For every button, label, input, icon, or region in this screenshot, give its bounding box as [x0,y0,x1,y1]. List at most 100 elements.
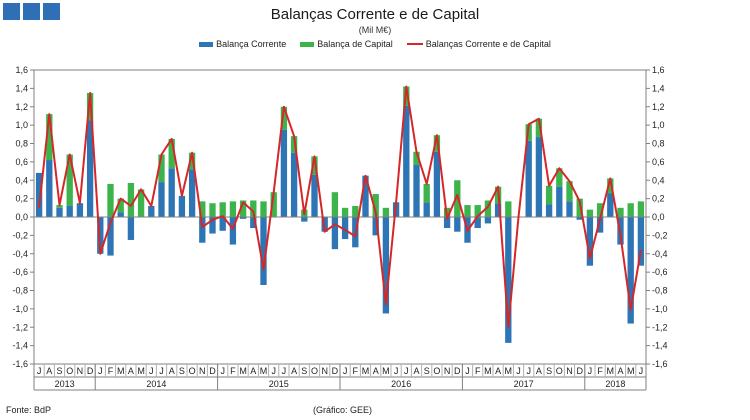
bar-current [35,172,43,217]
bar-capital [484,200,492,217]
x-tick-label: J [343,366,348,376]
bar-capital [219,202,226,217]
bar-current [301,217,308,222]
bar-capital [209,203,216,217]
bar-capital [199,201,206,217]
x-tick-label: M [260,366,268,376]
legend-item-capital: Balança de Capital [300,39,393,49]
bar-capital [627,203,634,217]
x-tick-label: J [271,366,276,376]
bar-capital [545,185,553,205]
y-tick-label-right: -1,4 [652,341,668,351]
x-tick-label: D [576,366,583,376]
bar-current [148,205,155,217]
x-tick-label: J [159,366,164,376]
logo [3,3,60,20]
year-label: 2016 [391,379,411,389]
year-label: 2018 [605,379,625,389]
bar-capital [556,168,563,187]
x-tick-label: J [639,366,644,376]
x-tick-label: S [56,366,62,376]
bar-current [362,175,369,217]
bar-current [260,217,267,285]
bar-current [331,217,339,250]
bar-current [576,217,583,220]
y-tick-label-left: -1,4 [12,341,28,351]
x-tick-label: S [546,366,552,376]
bar-current [403,105,410,217]
bar-current [607,193,614,217]
legend-label-current: Balança Corrente [216,39,287,49]
x-tick-label: M [239,366,247,376]
bar-capital [158,154,165,183]
bar-capital [137,189,145,217]
bar-capital [596,203,604,217]
logo-square-3 [43,3,60,20]
bar-capital [464,205,471,217]
bar-current [454,217,461,232]
bar-current [474,217,481,229]
y-tick-label-right: -1,2 [652,322,668,332]
bar-current [239,217,247,219]
bar-capital [352,205,359,217]
y-tick-label-left: -0,8 [12,286,28,296]
bar-capital [66,154,73,206]
bar-current [117,212,124,217]
y-tick-label-left: 1,6 [15,65,28,75]
year-label: 2013 [55,379,75,389]
y-tick-label-right: 0,6 [652,157,665,167]
bar-current [250,217,257,229]
bar-current [178,195,186,217]
bar-current [566,201,573,217]
x-tick-label: M [607,366,615,376]
bar-current [423,202,430,217]
bar-current [86,120,94,217]
x-tick-label: D [209,366,216,376]
y-tick-label-right: 1,0 [652,120,665,130]
x-tick-label: J [98,366,103,376]
x-tick-label: N [77,366,84,376]
x-tick-label: F [108,366,114,376]
y-tick-label-left: -0,2 [12,230,28,240]
x-tick-label: A [291,366,297,376]
x-tick-label: O [433,366,440,376]
bar-current [341,217,349,240]
bar-current [158,182,165,217]
bar-current [219,217,226,231]
legend-line-combined [406,43,423,45]
x-tick-label: S [301,366,307,376]
source-note: Fonte: BdP [6,405,52,415]
y-tick-label-right: 1,6 [652,65,665,75]
bar-current [188,169,196,217]
bar-current [443,217,451,229]
bar-current [280,129,288,217]
y-tick-label-right: -0,8 [652,286,668,296]
x-tick-label: M [505,366,513,376]
x-tick-label: N [566,366,573,376]
x-tick-label: A [495,366,501,376]
line-combined [38,85,642,329]
bar-capital [382,207,390,217]
x-tick-label: F [230,366,236,376]
logo-square-2 [23,3,40,20]
bar-capital [505,201,512,217]
bar-current [372,217,379,236]
bar-capital [56,205,63,208]
year-label: 2017 [514,379,534,389]
bar-current [545,204,553,217]
bar-capital [413,151,420,165]
x-tick-label: J [37,366,42,376]
bar-current [66,205,73,217]
bar-capital [280,106,288,130]
x-tick-label: O [189,366,196,376]
x-tick-label: A [169,366,175,376]
logo-square-1 [3,3,20,20]
x-tick-label: J [526,366,531,376]
x-tick-label: O [556,366,563,376]
bar-current [311,174,318,217]
y-tick-label-right: 1,2 [652,102,665,112]
x-tick-label: M [362,366,370,376]
x-tick-label: J [588,366,593,376]
y-tick-label-right: -1,0 [652,304,668,314]
bar-capital [423,183,430,203]
